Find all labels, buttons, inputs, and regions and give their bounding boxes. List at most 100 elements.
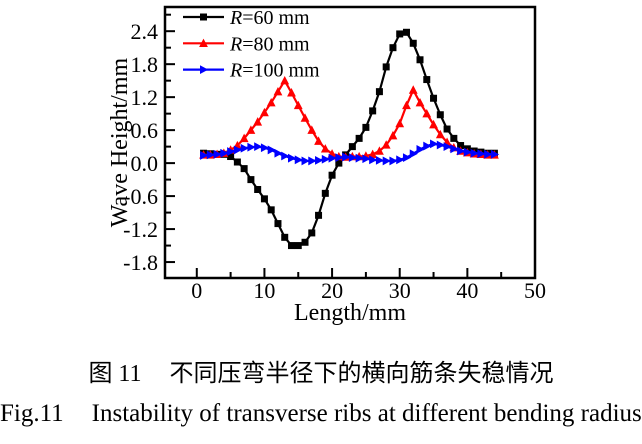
series-marker-r100 [396, 155, 405, 165]
series-marker-r100 [254, 142, 263, 152]
series-marker-r60 [315, 211, 323, 219]
y-tick-label: -1.8 [123, 250, 158, 275]
series-marker-r80 [280, 75, 290, 85]
y-tick-label: 1.8 [131, 52, 159, 77]
series-marker-r100 [240, 143, 249, 153]
series-marker-r100 [443, 142, 452, 152]
series-marker-r60 [409, 39, 417, 47]
series-marker-r100 [389, 156, 398, 166]
series-marker-r100 [233, 145, 243, 155]
series-marker-r60 [355, 134, 363, 142]
series-marker-r60 [267, 206, 275, 214]
wave-height-chart: 0 10 20 30 40 50 2.4 1.8 1.2 0.6 0.0 -0.6 -1.2 -1.8 Le… [107, 5, 546, 326]
series-marker-r100 [436, 140, 446, 150]
series-marker-r80 [273, 86, 283, 96]
series-marker-r100 [281, 151, 290, 161]
series-marker-r100 [301, 156, 310, 166]
y-tick-label: 0.0 [131, 151, 159, 176]
x-tick-label: 50 [524, 278, 546, 303]
series-marker-r100 [409, 149, 418, 159]
series-marker-r100 [430, 139, 439, 149]
series-marker-r100 [315, 155, 324, 165]
series-marker-r60 [375, 88, 383, 96]
series-marker-r100 [206, 150, 216, 160]
caption-chinese-text: 不同压弯半径下的横向筋条失稳情况 [169, 361, 554, 387]
series-marker-r100 [213, 149, 222, 159]
series-marker-r100 [247, 142, 256, 152]
series-marker-r100 [328, 153, 337, 163]
plot-frame [163, 5, 537, 280]
caption-english: Fig.11 Instability of transverse ribs at … [0, 400, 642, 428]
series-marker-r80 [415, 97, 425, 107]
series-marker-r100 [362, 154, 371, 164]
legend-marker-r100 [200, 65, 209, 74]
x-tick-label: 40 [456, 278, 478, 303]
series-marker-r60 [348, 143, 356, 151]
series-marker-r100 [375, 155, 385, 165]
series-marker-r100 [274, 148, 283, 158]
caption-english-number: Fig.11 [0, 400, 64, 427]
series-marker-r80 [287, 88, 296, 97]
series-marker-r80 [402, 100, 411, 110]
series-marker-r80 [314, 136, 323, 145]
series-marker-r80 [307, 125, 317, 134]
series-marker-r100 [308, 156, 317, 166]
y-tick-label: 1.2 [131, 85, 159, 110]
series-marker-r60 [328, 171, 336, 179]
x-tick-label: 20 [321, 278, 343, 303]
series-marker-r60 [416, 56, 424, 64]
series-marker-r100 [423, 141, 432, 151]
series-marker-r60 [254, 185, 262, 193]
y-tick-label: -0.6 [123, 184, 158, 209]
legend-label-r60: R=60 mm [229, 7, 310, 29]
series-marker-r60 [287, 242, 295, 250]
series-marker-r80 [239, 133, 249, 143]
series-marker-r100 [355, 153, 364, 163]
series-marker-r80 [388, 130, 398, 140]
legend-label-r100: R=100 mm [229, 60, 320, 82]
series-marker-r80 [246, 125, 256, 134]
x-tick-label: 30 [389, 278, 411, 303]
series-marker-r80 [320, 144, 330, 153]
series-marker-r100 [321, 154, 331, 164]
series-marker-r60 [335, 159, 343, 167]
series-marker-r60 [274, 220, 282, 228]
series-marker-r80 [375, 146, 384, 155]
series-marker-r100 [369, 155, 378, 165]
series-marker-r100 [490, 149, 500, 159]
series-marker-r80 [381, 140, 391, 149]
series-marker-r80 [253, 117, 263, 126]
series-marker-r100 [267, 145, 276, 155]
series-marker-r60 [281, 233, 289, 241]
legend-label-r80: R=80 mm [229, 33, 310, 55]
series-marker-r60 [436, 111, 444, 119]
series-marker-r100 [342, 152, 351, 162]
series-marker-r60 [247, 176, 255, 184]
series-marker-r80 [266, 97, 276, 107]
x-tick-label: 0 [191, 278, 202, 303]
series-marker-r100 [260, 143, 270, 153]
series-marker-r80 [368, 149, 378, 159]
series-marker-r60 [233, 158, 241, 166]
series-marker-r100 [382, 156, 391, 166]
series-marker-r100 [463, 147, 473, 157]
series-marker-r60 [423, 76, 431, 84]
series-marker-r60 [227, 153, 235, 161]
series-marker-r60 [389, 44, 397, 52]
series-marker-r80 [260, 107, 269, 117]
caption-chinese: 图 11 不同压弯半径下的横向筋条失稳情况 [0, 353, 642, 388]
y-tick-label: 2.4 [131, 19, 159, 44]
series-marker-r100 [335, 153, 344, 163]
legend-marker-r60 [200, 13, 207, 21]
legend-marker-r80 [199, 38, 208, 47]
x-tick-label: 10 [253, 278, 275, 303]
series-marker-r100 [348, 153, 358, 163]
series-marker-r60 [369, 107, 377, 115]
y-tick-label: -1.2 [123, 217, 158, 242]
y-axis-label: Wave Height/mm [107, 57, 133, 227]
series-marker-r100 [450, 144, 459, 154]
series-marker-r60 [382, 63, 390, 71]
series-marker-r100 [294, 155, 303, 165]
series-marker-r80 [429, 119, 438, 129]
